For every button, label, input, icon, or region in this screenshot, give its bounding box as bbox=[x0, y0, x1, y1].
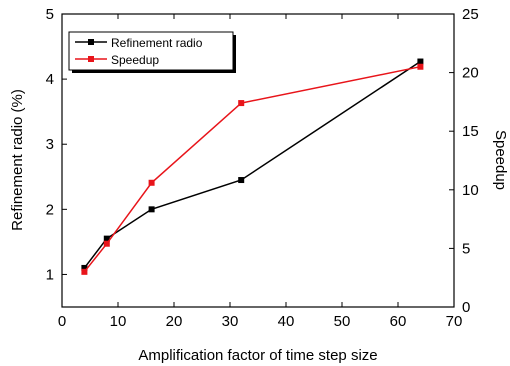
plot-frame bbox=[61, 13, 455, 308]
y-axis-label-left: Refinement radio (%) bbox=[9, 89, 26, 231]
y-tick-label-left: 4 bbox=[46, 71, 54, 88]
y-tick-label-right: 20 bbox=[462, 65, 479, 82]
series bbox=[81, 58, 424, 275]
x-axis-label: Amplification factor of time step size bbox=[138, 347, 377, 364]
series-line-0 bbox=[83, 60, 421, 269]
series-point-1 bbox=[238, 100, 245, 107]
legend-marker-speedup bbox=[88, 56, 94, 62]
legend-box bbox=[68, 31, 234, 71]
series-point-1 bbox=[103, 240, 110, 247]
legend-label-refinement: Refinement radio bbox=[111, 36, 203, 50]
y-tick-label-right: 25 bbox=[462, 6, 479, 23]
x-tick-label: 30 bbox=[222, 313, 239, 330]
series-point-1 bbox=[417, 63, 424, 70]
x-tick-label: 0 bbox=[58, 313, 66, 330]
y-tick-label-right: 0 bbox=[462, 299, 470, 316]
legend: Refinement radio Speedup bbox=[68, 31, 236, 73]
y-tick-label-right: 15 bbox=[462, 123, 479, 140]
y-tick-label-left: 1 bbox=[46, 266, 54, 283]
x-tick-label: 20 bbox=[166, 313, 183, 330]
y-axis-label-right: Speedup bbox=[492, 130, 509, 190]
legend-label-speedup: Speedup bbox=[111, 53, 159, 67]
series-line-1 bbox=[83, 65, 421, 273]
y-tick-label-right: 10 bbox=[462, 182, 479, 199]
y-tick-label-left: 3 bbox=[46, 136, 54, 153]
series-point-0 bbox=[238, 177, 245, 184]
y-tick-label-left: 2 bbox=[46, 201, 54, 218]
series-point-0 bbox=[148, 206, 155, 213]
y-tick-label-right: 5 bbox=[462, 240, 470, 257]
x-tick-label: 60 bbox=[390, 313, 407, 330]
series-point-1 bbox=[81, 268, 88, 275]
x-tick-label: 70 bbox=[446, 313, 463, 330]
series-point-0 bbox=[81, 264, 88, 271]
series-point-0 bbox=[103, 235, 110, 242]
series-point-0 bbox=[417, 58, 424, 65]
x-tick-label: 50 bbox=[334, 313, 351, 330]
x-tick-label: 40 bbox=[278, 313, 295, 330]
series-point-1 bbox=[148, 179, 155, 186]
y-tick-label-left: 5 bbox=[46, 6, 54, 23]
x-tick-label: 10 bbox=[110, 313, 127, 330]
legend-marker-refinement bbox=[88, 39, 94, 45]
